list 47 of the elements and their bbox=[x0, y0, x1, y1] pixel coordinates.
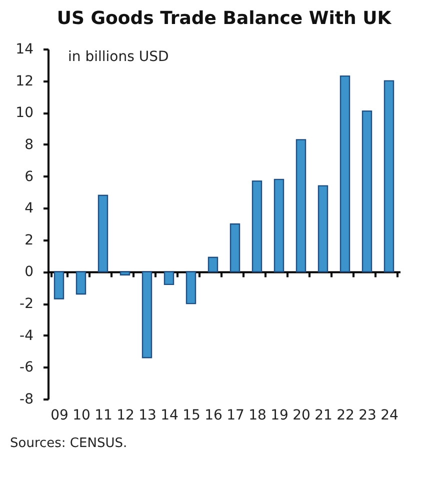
bar bbox=[384, 80, 394, 272]
x-tick-label: 14 bbox=[160, 408, 178, 424]
x-tick-label: 15 bbox=[182, 408, 200, 424]
x-tick-label: 13 bbox=[138, 408, 156, 424]
x-tick-label: 12 bbox=[116, 408, 134, 424]
bar bbox=[296, 139, 306, 272]
bar bbox=[208, 256, 218, 272]
bar bbox=[186, 271, 196, 304]
x-tick-label: 20 bbox=[292, 408, 310, 424]
x-tick-label: 21 bbox=[314, 408, 332, 424]
bar bbox=[76, 271, 86, 295]
x-tick-label: 09 bbox=[50, 408, 68, 424]
y-tick-label: -4 bbox=[20, 328, 34, 344]
x-tick-label: 18 bbox=[248, 408, 266, 424]
bar bbox=[318, 185, 328, 272]
y-tick-label: 2 bbox=[24, 232, 34, 248]
y-tick-label: 6 bbox=[24, 168, 34, 185]
x-tick-label: 16 bbox=[204, 408, 222, 424]
bar bbox=[98, 194, 108, 272]
y-tick-label: 8 bbox=[24, 136, 34, 153]
y-tick-label: -6 bbox=[20, 360, 34, 376]
x-tick-label: 10 bbox=[72, 408, 90, 424]
x-tick-label: 24 bbox=[380, 408, 398, 424]
bar bbox=[54, 271, 64, 300]
y-tick-label: 10 bbox=[16, 105, 34, 122]
chart-subtitle: in billions USD bbox=[68, 49, 169, 65]
x-tick-label: 17 bbox=[226, 408, 244, 424]
y-tick-label: 4 bbox=[24, 200, 34, 217]
y-tick-label: 0 bbox=[24, 264, 34, 280]
bar bbox=[274, 178, 284, 272]
bar bbox=[142, 271, 152, 358]
bar bbox=[362, 110, 372, 272]
bar bbox=[340, 75, 350, 272]
y-tick-label: -2 bbox=[20, 296, 34, 312]
y-tick-label: 12 bbox=[16, 73, 34, 90]
y-tick-label: 14 bbox=[16, 42, 34, 58]
x-tick-label: 19 bbox=[270, 408, 288, 424]
bar bbox=[252, 180, 262, 272]
chart-title: US Goods Trade Balance With UK bbox=[56, 8, 392, 29]
bar bbox=[164, 271, 174, 286]
x-tick-label: 11 bbox=[94, 408, 112, 424]
y-tick-label: -8 bbox=[20, 392, 34, 408]
x-tick-label: 23 bbox=[358, 408, 376, 424]
bar bbox=[120, 271, 130, 276]
x-tick-label: 22 bbox=[336, 408, 354, 424]
bar bbox=[230, 223, 240, 272]
source-note: Sources: CENSUS. bbox=[10, 436, 128, 451]
